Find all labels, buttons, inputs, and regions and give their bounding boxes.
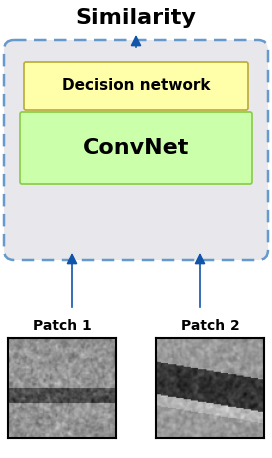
Text: Decision network: Decision network — [62, 78, 210, 93]
FancyBboxPatch shape — [4, 40, 268, 260]
FancyBboxPatch shape — [20, 112, 252, 184]
FancyBboxPatch shape — [24, 62, 248, 110]
Text: Patch 1: Patch 1 — [33, 319, 91, 333]
Text: Similarity: Similarity — [76, 8, 196, 28]
Text: Patch 2: Patch 2 — [181, 319, 239, 333]
Text: ConvNet: ConvNet — [83, 138, 189, 158]
